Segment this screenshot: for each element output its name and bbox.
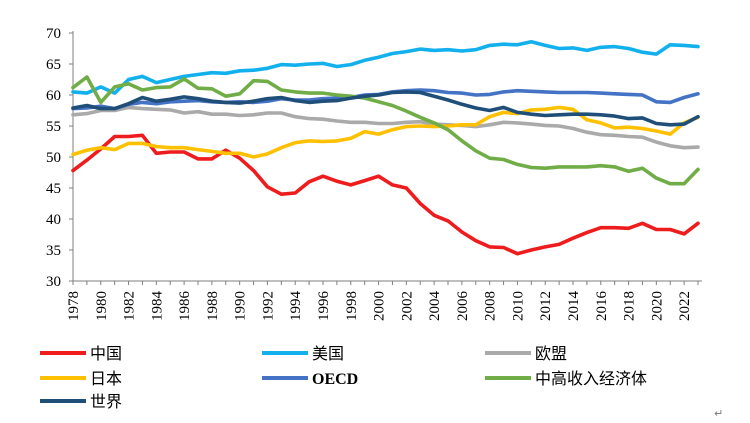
x-tick-label: 1980	[94, 291, 110, 321]
x-tick-label: 2022	[677, 291, 693, 321]
x-tick-label: 1986	[177, 291, 193, 322]
x-tick-label: 2000	[372, 291, 388, 321]
x-tick-label: 1988	[205, 291, 221, 321]
legend-label: 中国	[90, 344, 122, 363]
legend-label: 欧盟	[535, 344, 567, 363]
x-tick-label: 2006	[455, 291, 471, 322]
series-line-2	[71, 39, 700, 95]
x-tick-label: 2012	[538, 291, 554, 321]
y-tick-label: 55	[46, 119, 61, 135]
y-tick-label: 40	[46, 212, 61, 228]
legend-label: 日本	[90, 369, 122, 388]
y-tick-label: 70	[46, 26, 61, 42]
legend-label: 世界	[90, 392, 122, 411]
x-tick-label: 2020	[649, 291, 665, 321]
y-tick-label: 65	[46, 57, 61, 73]
x-tick-label: 2008	[483, 291, 499, 321]
x-tick-label: 1992	[260, 291, 276, 321]
series-line-4	[71, 105, 700, 159]
x-tick-label: 1996	[316, 291, 332, 322]
x-tick-label: 2010	[510, 291, 526, 321]
series-line-1	[71, 133, 700, 256]
axes	[69, 31, 702, 285]
legend-label: 美国	[312, 344, 344, 363]
legend-label: OECD	[312, 371, 358, 388]
x-tick-label: 1978	[66, 291, 82, 321]
x-tick-label: 2004	[427, 291, 443, 322]
series-line-7	[71, 90, 700, 127]
x-tick-label: 1998	[344, 291, 360, 321]
y-tick-label: 45	[46, 181, 61, 197]
x-tick-label: 2018	[622, 291, 638, 321]
x-tick-label: 1984	[149, 291, 165, 322]
x-tick-label: 1994	[288, 291, 304, 322]
legend-label: 中高收入经济体	[535, 369, 647, 388]
y-tick-label: 30	[46, 274, 61, 290]
x-tick-label: 1990	[233, 291, 249, 321]
series-lines	[71, 39, 700, 256]
y-tick-label: 60	[46, 88, 61, 104]
x-tick-label: 2016	[594, 291, 610, 322]
x-tick-label: 1982	[122, 291, 138, 321]
y-tick-labels: 30 35 40 45 50 55 60 65 70	[46, 26, 61, 290]
series-line-3	[71, 105, 700, 150]
y-tick-label: 35	[46, 243, 61, 259]
x-tick-label: 2014	[566, 291, 582, 322]
x-tick-labels: 1978 1980 1982 1984 1986 1988 1990 1992 1994 1996…	[66, 291, 693, 322]
y-tick-label: 50	[46, 150, 61, 166]
series-line-6	[71, 75, 700, 186]
x-tick-label: 2002	[399, 291, 415, 321]
paragraph-mark: ↵	[714, 407, 724, 420]
